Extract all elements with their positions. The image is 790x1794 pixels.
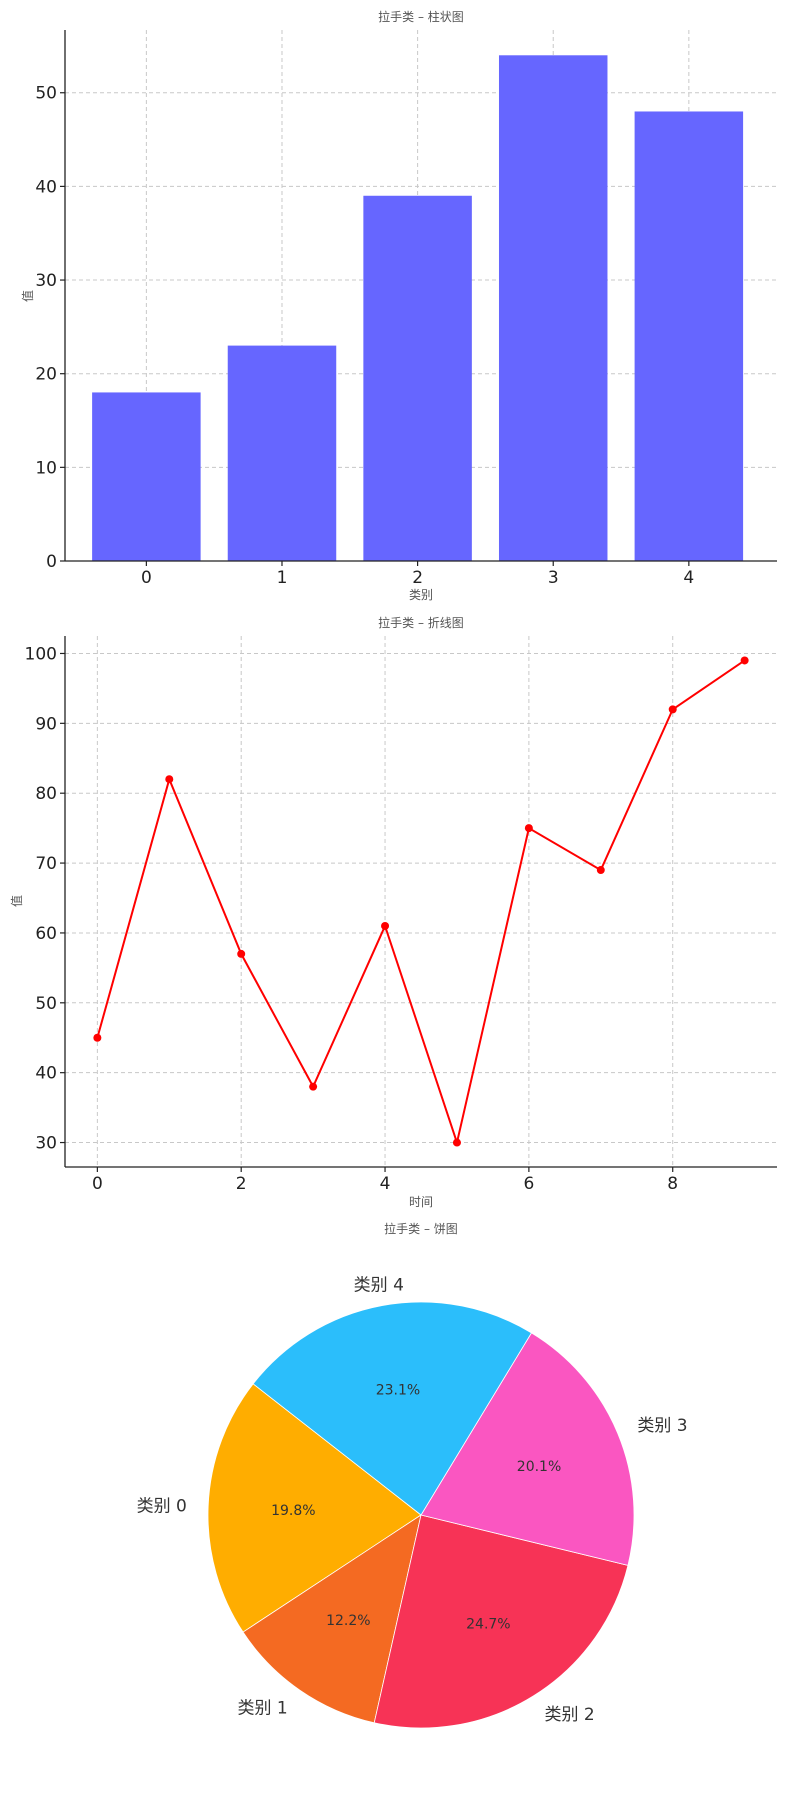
pie-percent-label: 20.1% — [517, 1459, 561, 1475]
pie-percent-label: 19.8% — [271, 1503, 315, 1519]
pie-slice — [242, 1514, 422, 1724]
line-chart-y-tick-label: 50 — [35, 994, 57, 1014]
line-chart-y-label: 值 — [9, 895, 24, 907]
pie-slice — [373, 1514, 629, 1729]
line-chart-x-label: 时间 — [409, 1195, 433, 1209]
bar-chart-y-label: 值 — [20, 290, 35, 302]
bar — [634, 111, 744, 561]
pie-slice — [207, 1383, 422, 1633]
pie-category-label: 类别 4 — [354, 1276, 404, 1296]
pie-chart: 拉手类 – 饼图 19.8% 类别 0 12.2% 类别 1 24.7% 类别 2 20.1… — [137, 1221, 688, 1729]
data-point — [381, 921, 390, 930]
bar-chart-y-tick-label: 0 — [46, 552, 57, 572]
series-line — [96, 659, 746, 1147]
data-point — [668, 705, 677, 714]
pie-percent-label: 24.7% — [466, 1617, 510, 1633]
pie-category-label: 类别 3 — [637, 1416, 687, 1436]
bar-chart-y-tick-label: 50 — [35, 84, 57, 104]
data-point — [165, 775, 174, 784]
bar-chart-y-tick-label: 10 — [35, 458, 57, 478]
line-chart-title: 拉手类 – 折线图 — [378, 615, 464, 630]
bar-chart-y-tick-label: 20 — [35, 365, 57, 385]
line-chart: 拉手类 – 折线图 30 40 50 60 70 80 90 100 0 2 4 6 8 时间 值 — [9, 615, 777, 1209]
bar-chart-y-tick-label: 30 — [35, 271, 57, 291]
line-chart-ticks: 30 40 50 60 70 80 90 100 0 2 4 6 8 — [25, 644, 679, 1194]
line-chart-y-tick-label: 60 — [35, 924, 57, 944]
line-chart-x-tick-label: 2 — [236, 1174, 247, 1194]
data-point — [452, 1138, 461, 1147]
bar-chart-x-tick-label: 0 — [141, 568, 152, 588]
bar-chart-y-tick-label: 40 — [35, 177, 57, 197]
data-point — [309, 1082, 318, 1091]
bar-chart-ticks: 0 10 20 30 40 50 0 1 2 3 4 — [35, 84, 694, 588]
data-point — [524, 824, 533, 833]
line-chart-x-tick-label: 6 — [523, 1174, 534, 1194]
pie-slice — [252, 1301, 533, 1516]
bar-chart: 拉手类 – 柱状图 0 10 20 30 40 50 0 1 2 3 4 类别 值 — [20, 9, 777, 602]
line-chart-y-tick-label: 70 — [35, 854, 57, 874]
bar-chart-title: 拉手类 – 柱状图 — [378, 9, 464, 24]
bar — [363, 195, 472, 561]
pie-slice — [420, 1332, 635, 1566]
line-chart-y-tick-label: 90 — [35, 714, 57, 734]
line-chart-x-tick-label: 0 — [92, 1174, 103, 1194]
bar — [498, 55, 608, 562]
pie-category-label: 类别 0 — [137, 1496, 187, 1516]
line-chart-y-tick-label: 30 — [35, 1134, 57, 1154]
data-point — [596, 866, 605, 875]
bar-chart-x-tick-label: 1 — [277, 568, 288, 588]
pie-chart-title: 拉手类 – 饼图 — [384, 1221, 458, 1236]
bar-chart-x-tick-label: 4 — [683, 568, 694, 588]
bar-chart-x-label: 类别 — [409, 588, 433, 602]
pie-category-label: 类别 2 — [545, 1705, 595, 1725]
data-point — [740, 656, 749, 665]
bar-chart-bars — [92, 55, 744, 562]
line-chart-x-tick-label: 8 — [667, 1174, 678, 1194]
pie-category-label: 类别 1 — [237, 1699, 287, 1719]
line-chart-y-tick-label: 100 — [25, 644, 57, 664]
pie-chart-slices — [207, 1301, 635, 1729]
line-chart-y-tick-label: 80 — [35, 784, 57, 804]
line-chart-y-tick-label: 40 — [35, 1064, 57, 1084]
bar-chart-x-tick-label: 3 — [548, 568, 559, 588]
pie-percent-label: 12.2% — [326, 1613, 370, 1629]
data-point — [93, 1033, 102, 1042]
bar — [227, 345, 337, 561]
data-point — [237, 949, 246, 958]
line-chart-x-tick-label: 4 — [380, 1174, 391, 1194]
pie-chart-labels: 19.8% 类别 0 12.2% 类别 1 24.7% 类别 2 20.1% 类别 3 23.1… — [137, 1276, 688, 1726]
bar-chart-x-tick-label: 2 — [412, 568, 423, 588]
line-chart-grid — [65, 636, 777, 1167]
pie-percent-label: 23.1% — [376, 1382, 420, 1398]
line-chart-series — [93, 656, 749, 1147]
bar — [92, 392, 201, 561]
